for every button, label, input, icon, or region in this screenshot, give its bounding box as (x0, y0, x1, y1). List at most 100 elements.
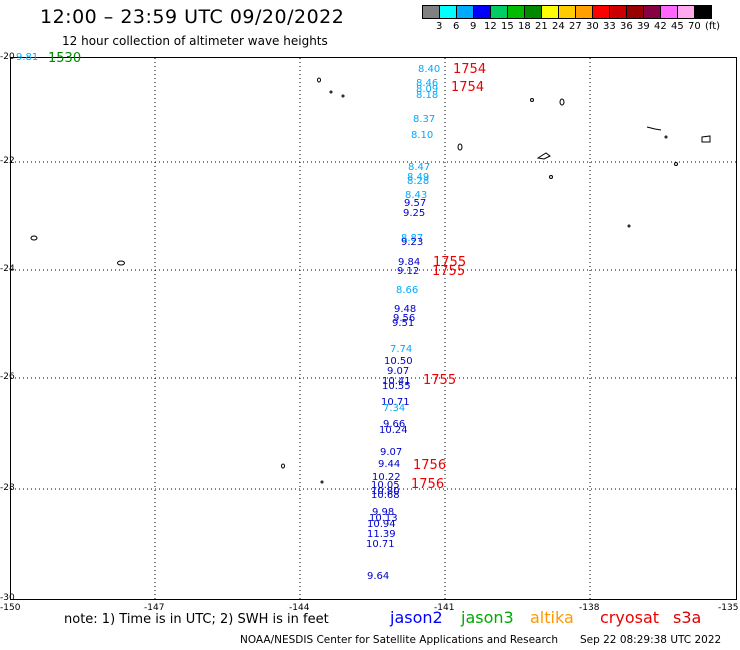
wave-height-label: 10.41 (382, 376, 411, 387)
x-tick-label: -138 (579, 603, 600, 613)
y-tick-label: -24 (0, 264, 15, 274)
island (117, 260, 125, 266)
wave-height-label: 8.43 (405, 190, 428, 201)
wave-height-label: 11.39 (367, 529, 396, 540)
wave-height-label: 9.07 (387, 366, 410, 377)
y-tick-label: -28 (0, 483, 15, 493)
wave-height-label: 10.24 (379, 425, 408, 436)
color-scale-label: 36 (620, 21, 633, 32)
pass-time-label: 1754 (453, 62, 487, 77)
wave-height-label: 9.64 (367, 571, 390, 582)
color-scale-label: (ft) (705, 21, 721, 32)
wave-height-label: 7.34 (383, 403, 406, 414)
footer-note: note: 1) Time is in UTC; 2) SWH is in fe… (64, 612, 329, 627)
color-scale-label: 27 (569, 21, 582, 32)
pass-time-label: 1755 (432, 264, 466, 279)
wave-height-label: 10.05 (371, 480, 400, 491)
island (536, 152, 551, 160)
island (701, 135, 711, 143)
wave-height-label: 9.23 (401, 237, 424, 248)
wave-height-label: 9.56 (393, 313, 416, 324)
color-scale-swatch (694, 5, 712, 19)
island (341, 94, 345, 98)
wave-height-label: 8.66 (396, 285, 419, 296)
color-scale-label: 45 (671, 21, 684, 32)
island (559, 98, 565, 106)
satellite-legend-s3a: s3a (673, 608, 702, 627)
chart-subtitle: 12 hour collection of altimeter wave hei… (62, 34, 328, 48)
color-scale-label: 21 (535, 21, 548, 32)
wave-height-label: 8.47 (408, 162, 431, 173)
wave-height-label: 9.98 (372, 507, 395, 518)
island (317, 77, 321, 83)
island (549, 175, 553, 179)
grid-lines (11, 58, 736, 599)
color-scale-label: 39 (637, 21, 650, 32)
wave-height-label: 10.80 (371, 486, 400, 497)
pass-time-label: 1755 (423, 373, 457, 388)
wave-height-label: 8.46 (416, 78, 439, 89)
wave-height-label: 9.25 (403, 208, 426, 219)
satellite-legend-cryosat: cryosat (600, 608, 660, 627)
island (627, 224, 631, 228)
pass-time-label: 1756 (411, 477, 445, 492)
color-scale-label: 70 (688, 21, 701, 32)
map-frame (10, 57, 737, 600)
wave-height-label: 7.74 (390, 344, 413, 355)
color-scale-label: 30 (586, 21, 599, 32)
wave-height-label: 10.94 (367, 519, 396, 530)
satellite-legend-altika: altika (530, 608, 574, 627)
credit-text: NOAA/NESDIS Center for Satellite Applica… (240, 634, 558, 646)
island-outlines (30, 77, 711, 484)
wave-height-label: 9.81 (16, 52, 39, 63)
timestamp-text: Sep 22 08:29:38 UTC 2022 (580, 634, 722, 646)
wave-height-label: 9.12 (397, 266, 420, 277)
color-scale-label: 33 (603, 21, 616, 32)
color-scale-label: 15 (501, 21, 514, 32)
island (320, 480, 324, 484)
pass-time-label: 1755 (433, 255, 467, 270)
pass-time-label: 1756 (413, 458, 447, 473)
wave-height-label: 9.51 (392, 318, 415, 329)
wave-height-label: 8.49 (407, 172, 430, 183)
color-scale-legend (422, 5, 712, 19)
island (664, 135, 668, 139)
wave-height-label: 8.09 (416, 84, 439, 95)
island (646, 126, 662, 131)
wave-height-label: 9.84 (398, 257, 421, 268)
wave-height-label: 8.28 (407, 176, 430, 187)
island (530, 98, 534, 102)
wave-height-label: 8.18 (416, 90, 439, 101)
y-tick-label: -26 (0, 372, 15, 382)
x-tick-label: -144 (289, 603, 310, 613)
island (30, 235, 38, 241)
x-tick-label: -150 (0, 603, 21, 613)
wave-height-label: 10.71 (381, 397, 410, 408)
y-tick-label: -20 (0, 52, 15, 62)
wave-height-label: 8.40 (418, 64, 441, 75)
color-scale-label: 9 (470, 21, 477, 32)
wave-height-label: 9.07 (380, 447, 403, 458)
wave-height-label: 9.48 (394, 304, 417, 315)
x-tick-label: -141 (434, 603, 455, 613)
island (674, 162, 678, 166)
pass-time-label: 1530 (48, 51, 82, 66)
wave-height-label: 9.44 (378, 459, 401, 470)
color-scale-label: 42 (654, 21, 667, 32)
wave-height-label: 10.22 (372, 472, 401, 483)
island (457, 143, 463, 151)
x-tick-label: -147 (144, 603, 165, 613)
wave-height-label: 8.37 (413, 114, 436, 125)
satellite-legend-jason3: jason3 (461, 608, 514, 627)
wave-height-label: 10.13 (369, 513, 398, 524)
x-tick-label: -135 (718, 603, 739, 613)
wave-height-label: 9.57 (404, 198, 427, 209)
wave-height-label: 10.71 (366, 539, 395, 550)
wave-height-label: 9.66 (383, 419, 406, 430)
chart-title: 12:00 – 23:59 UTC 09/20/2022 (40, 6, 345, 28)
color-scale-label: 6 (453, 21, 460, 32)
wave-height-label: 10.55 (382, 381, 411, 392)
color-scale-label: 12 (484, 21, 497, 32)
color-scale-label: 3 (436, 21, 443, 32)
